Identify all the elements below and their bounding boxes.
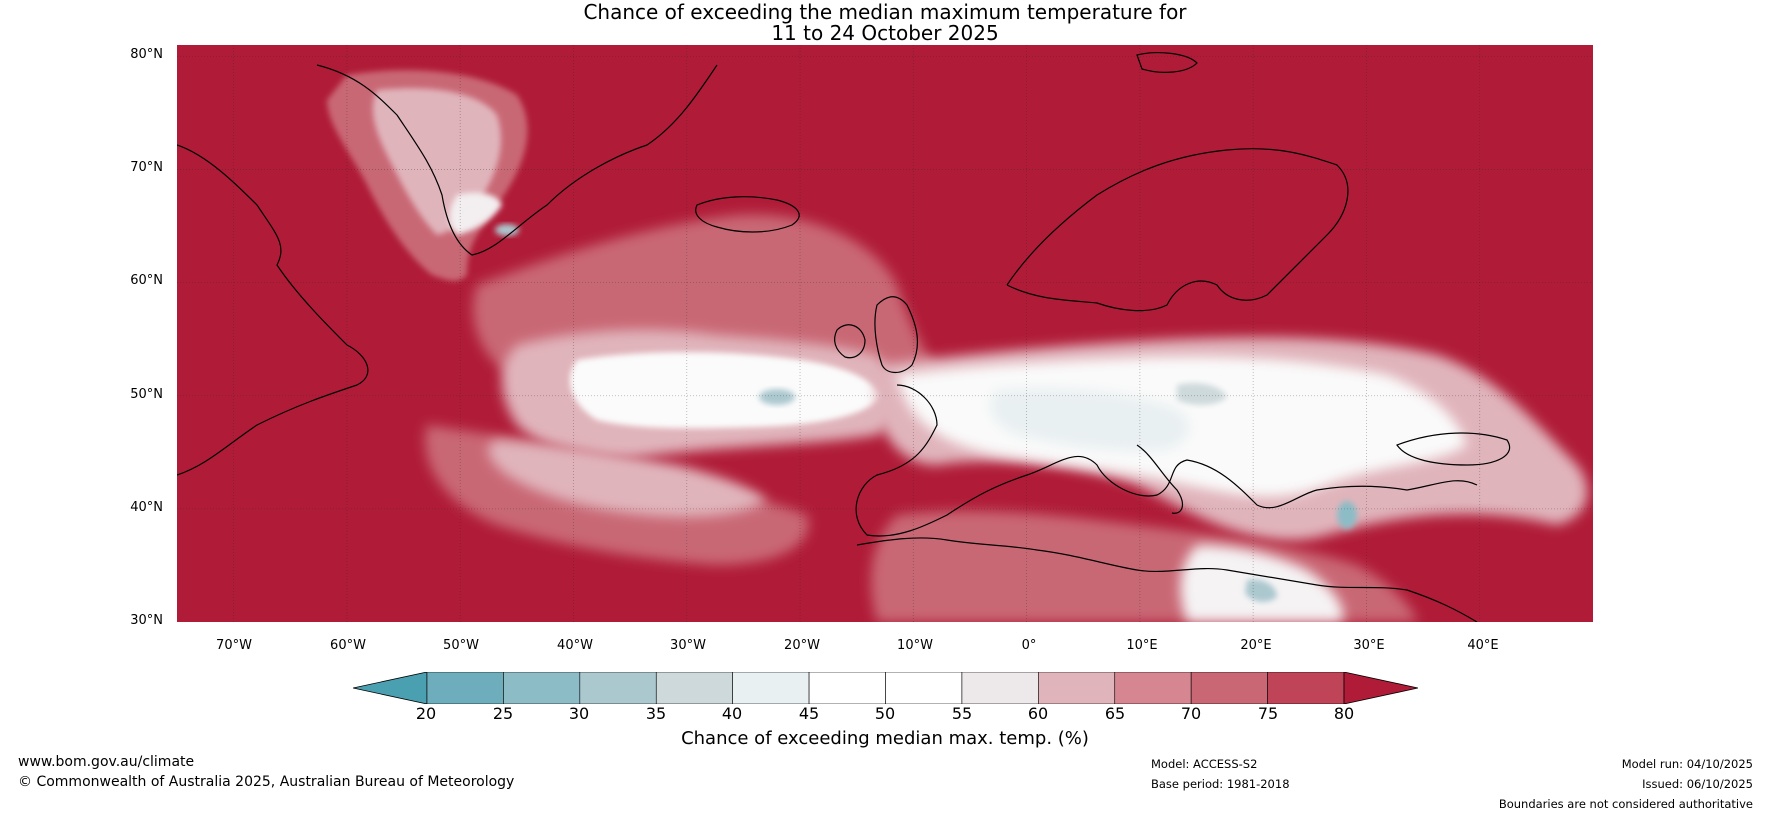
footer-issued: Issued: 06/10/2025	[1642, 777, 1753, 791]
colorbar-bin	[1267, 672, 1345, 704]
atlantic-south-60	[488, 440, 767, 517]
colorbar-extend-high	[1343, 672, 1418, 704]
labrador-coast	[177, 144, 369, 476]
scandinavia-coast	[1006, 148, 1349, 312]
africa-coast	[856, 537, 1478, 622]
footer-copyright: © Commonwealth of Australia 2025, Austra…	[18, 774, 515, 790]
colorbar	[353, 672, 1418, 704]
footer-base-period: Base period: 1981-2018	[1151, 777, 1290, 791]
colorbar-tick: 75	[1257, 704, 1279, 723]
coastlines	[177, 52, 1511, 622]
colorbar-bin	[1038, 672, 1116, 704]
colorbar-label: Chance of exceeding median max. temp. (%…	[681, 728, 1089, 749]
ireland-coast	[834, 324, 866, 359]
greenland-blue-patch	[495, 224, 519, 236]
colorbar-bin	[426, 672, 504, 704]
map-title: Chance of exceeding the median maximum t…	[583, 0, 1187, 24]
colorbar-bin	[655, 672, 733, 704]
europe-coast	[855, 384, 1478, 537]
lat-label: 70°N	[130, 160, 163, 175]
atlantic-shade-50	[569, 352, 882, 429]
lon-label: 30°W	[670, 638, 706, 653]
europe-shade-40	[1177, 383, 1227, 405]
lon-label: 0°	[1021, 638, 1037, 653]
lon-label: 60°W	[330, 638, 366, 653]
colorbar-tick: 65	[1104, 704, 1126, 723]
colorbar-extend-low	[353, 672, 428, 704]
italy-coast	[1136, 444, 1184, 514]
greenland-coast	[316, 64, 718, 256]
colorbar-bin	[579, 672, 657, 704]
colorbar-bin	[885, 672, 963, 704]
east-med-blue-patch	[1337, 501, 1357, 529]
lon-label: 70°W	[216, 638, 252, 653]
lat-label: 40°N	[130, 500, 163, 515]
colorbar-bin	[961, 672, 1039, 704]
colorbar-tick: 20	[415, 704, 437, 723]
lat-label: 60°N	[130, 273, 163, 288]
lon-label: 30°E	[1353, 638, 1385, 653]
colorbar-bin	[503, 672, 581, 704]
lon-label: 40°E	[1467, 638, 1499, 653]
lon-label: 10°E	[1126, 638, 1158, 653]
colorbar-tick: 25	[492, 704, 514, 723]
footer-model-run: Model run: 04/10/2025	[1621, 757, 1753, 771]
lat-label: 80°N	[130, 47, 163, 62]
colorbar-tick: 45	[798, 704, 820, 723]
lon-label: 10°W	[897, 638, 933, 653]
footer-disclaimer: Boundaries are not considered authoritat…	[1498, 797, 1753, 811]
probability-map	[177, 45, 1593, 622]
greenland-shade-50	[449, 192, 502, 235]
lon-label: 20°W	[784, 638, 820, 653]
lon-label: 40°W	[557, 638, 593, 653]
lat-label: 30°N	[130, 613, 163, 628]
gridlines	[177, 45, 1593, 622]
colorbar-tick: 35	[645, 704, 667, 723]
colorbar-bin	[732, 672, 810, 704]
colorbar-tick: 60	[1027, 704, 1049, 723]
colorbar-bin	[1190, 672, 1268, 704]
iceland-coast	[695, 196, 800, 233]
map-subtitle: 11 to 24 October 2025	[771, 21, 999, 45]
black-sea-coast	[1396, 432, 1511, 466]
colorbar-tick: 70	[1180, 704, 1202, 723]
colorbar-tick: 55	[951, 704, 973, 723]
map-canvas	[177, 45, 1593, 622]
lon-label: 50°W	[443, 638, 479, 653]
colorbar-tick: 30	[568, 704, 590, 723]
africa-shade-35	[1245, 579, 1277, 602]
colorbar-bin	[1114, 672, 1192, 704]
colorbar-tick: 80	[1333, 704, 1355, 723]
colorbar-bin	[808, 672, 886, 704]
colorbar-tick: 40	[721, 704, 743, 723]
probability-field	[327, 70, 1588, 622]
colorbar-tick: 50	[874, 704, 896, 723]
europe-shade-45	[989, 388, 1190, 452]
british-isles-coast	[874, 296, 918, 374]
atlantic-blue-patch	[759, 389, 795, 405]
footer-website: www.bom.gov.au/climate	[18, 754, 195, 770]
lon-label: 20°E	[1240, 638, 1272, 653]
lat-label: 50°N	[130, 387, 163, 402]
svalbard-coast	[1136, 52, 1198, 73]
footer-model: Model: ACCESS-S2	[1151, 757, 1258, 771]
